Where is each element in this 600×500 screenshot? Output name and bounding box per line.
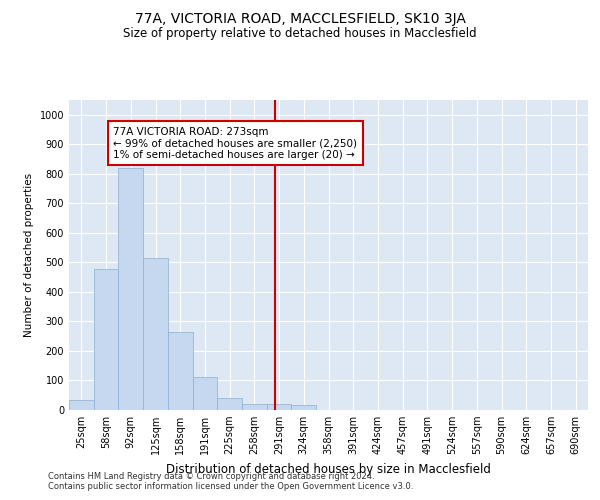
Y-axis label: Number of detached properties: Number of detached properties <box>24 173 34 337</box>
X-axis label: Distribution of detached houses by size in Macclesfield: Distribution of detached houses by size … <box>166 462 491 475</box>
Bar <box>94 269 118 410</box>
Bar <box>292 404 316 410</box>
Bar <box>168 332 193 410</box>
Bar <box>69 400 94 410</box>
Bar <box>193 377 217 410</box>
Bar <box>242 404 267 410</box>
Bar <box>217 398 242 410</box>
Bar <box>143 258 168 410</box>
Bar <box>267 404 292 410</box>
Text: 77A VICTORIA ROAD: 273sqm
← 99% of detached houses are smaller (2,250)
1% of sem: 77A VICTORIA ROAD: 273sqm ← 99% of detac… <box>113 126 358 160</box>
Text: 77A, VICTORIA ROAD, MACCLESFIELD, SK10 3JA: 77A, VICTORIA ROAD, MACCLESFIELD, SK10 3… <box>134 12 466 26</box>
Bar <box>118 168 143 410</box>
Text: Contains HM Land Registry data © Crown copyright and database right 2024.: Contains HM Land Registry data © Crown c… <box>48 472 374 481</box>
Text: Size of property relative to detached houses in Macclesfield: Size of property relative to detached ho… <box>123 28 477 40</box>
Text: Contains public sector information licensed under the Open Government Licence v3: Contains public sector information licen… <box>48 482 413 491</box>
